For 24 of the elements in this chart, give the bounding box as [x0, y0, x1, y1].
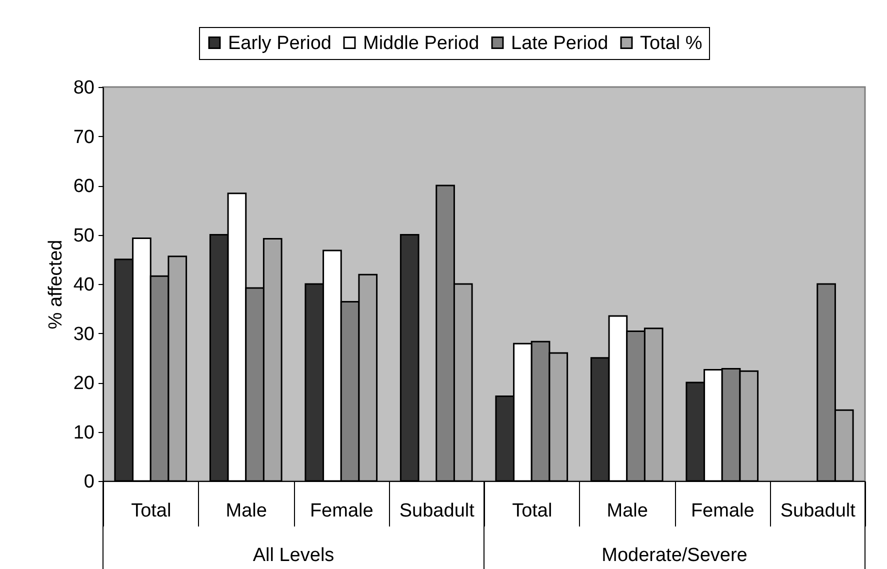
y-axis-title: % affected — [45, 240, 66, 330]
x-tick-label: Subadult — [399, 500, 476, 522]
y-tick-label: 80 — [73, 78, 94, 98]
y-tick-label: 60 — [73, 176, 94, 197]
x-tick-label: Female — [690, 500, 754, 522]
legend-label: Middle Period — [363, 32, 480, 54]
x-tick-label: Male — [226, 500, 267, 522]
y-tick-label: 0 — [84, 472, 94, 492]
y-tick-label: 70 — [73, 126, 94, 148]
legend-label: Total % — [640, 32, 702, 54]
y-tick-label: 10 — [73, 422, 94, 444]
y-tick-label: 40 — [73, 274, 94, 296]
text: Moderate/Severe — [602, 545, 748, 566]
x-tick-label: Male — [606, 500, 648, 522]
x-tick-label: Total — [512, 500, 552, 522]
legend-label: Early Period — [228, 32, 332, 54]
y-tick-label: 20 — [73, 373, 94, 394]
y-tick-label: 30 — [73, 324, 94, 345]
legend-label: Late Period — [511, 32, 608, 54]
x-tick-label: Subadult — [780, 500, 856, 522]
text: All Levels — [252, 545, 334, 566]
x-tick-label: Female — [310, 500, 374, 522]
x-tick-label: Total — [131, 500, 172, 522]
y-tick-label: 50 — [73, 225, 94, 246]
